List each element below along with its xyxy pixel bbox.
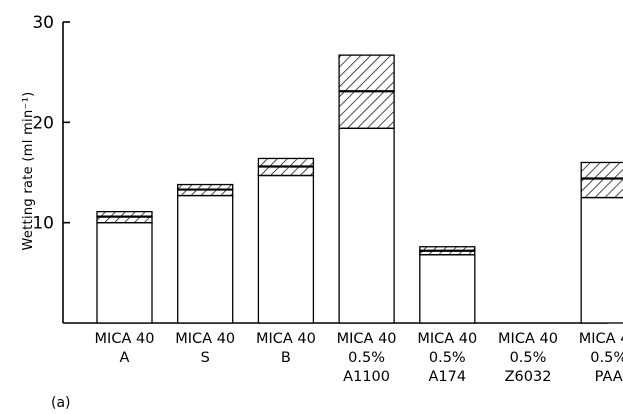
category-label-line: S [201, 350, 210, 366]
axes: 10 20 30 [32, 13, 608, 324]
category-label-line: MICA 40 [95, 331, 155, 347]
category-label-line: A174 [428, 369, 466, 385]
bar-base-segment [177, 194, 234, 324]
bar-base-segment [338, 127, 395, 324]
category-label-line: 0.5% [510, 350, 547, 366]
category-label-line: 0.5% [348, 350, 385, 366]
y-tick-label: 10 [32, 214, 54, 234]
category-label-line: B [281, 350, 291, 366]
category-label-line: A [120, 350, 130, 366]
bar-hatched-segment-upper [257, 157, 315, 168]
bar-hatched-segment-lower [580, 177, 623, 199]
bar-base-segment [257, 174, 315, 324]
bar-hatched-segment-upper [338, 54, 395, 92]
panel-label: (a) [51, 395, 71, 411]
bar-base-segment [419, 254, 476, 324]
bar-1 [96, 210, 153, 324]
category-label-line: MICA 40 [175, 331, 235, 347]
category-label-line: MICA 40 [417, 331, 477, 347]
category-label-line: MICA 40 [579, 331, 623, 347]
bar-5 [419, 246, 476, 324]
y-tick-label: 20 [32, 113, 54, 133]
bar-2 [177, 183, 234, 324]
y-tick-label: 30 [32, 13, 54, 33]
y-axis-title: Wetting rate (ml min⁻¹) [21, 91, 36, 250]
category-label-line: 0.5% [590, 350, 623, 366]
category-label-line: MICA 40 [337, 331, 397, 347]
bar-hatched-segment-lower [338, 90, 395, 130]
category-label-line: A1100 [343, 369, 390, 385]
bar-base-segment [96, 222, 153, 324]
bar-3 [257, 157, 315, 324]
category-label-line: 0.5% [429, 350, 466, 366]
category-label-line: MICA 40 [256, 331, 316, 347]
bar-base-segment [580, 196, 623, 324]
bar-hatched-segment-lower [257, 165, 315, 177]
category-label-line: PAA [595, 369, 623, 385]
bar-7 [580, 161, 623, 324]
bar-hatched-segment-upper [580, 161, 623, 180]
category-label-line: Z6032 [505, 369, 552, 385]
bar-4 [338, 54, 395, 324]
category-labels: MICA 40 A MICA 40 S MICA 40 B MICA 40 0.5% A1100… [95, 331, 623, 385]
bars-group [96, 54, 623, 324]
category-label-line: MICA 40 [498, 331, 558, 347]
